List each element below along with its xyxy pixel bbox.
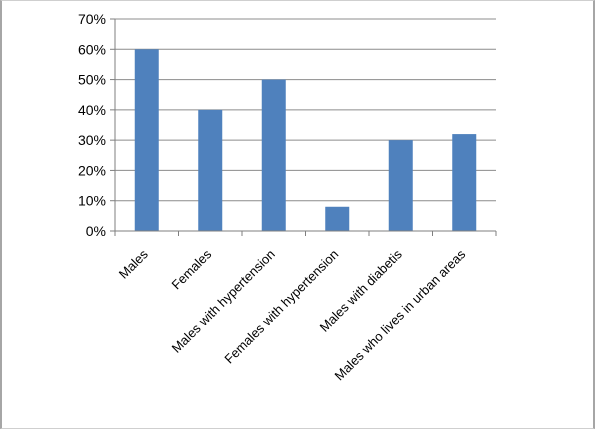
bars — [134, 49, 477, 232]
y-tick-label: 20% — [78, 162, 106, 178]
y-tick-label: 0% — [86, 223, 106, 239]
bar — [325, 206, 350, 231]
y-tick-label: 30% — [78, 132, 106, 148]
y-tick-label: 60% — [78, 41, 106, 57]
x-tick-label: Females — [169, 246, 215, 292]
x-tick-label: Males with hypertension — [169, 247, 278, 356]
y-tick-label: 10% — [78, 193, 106, 209]
y-tick-label: 50% — [78, 72, 106, 88]
bar — [452, 134, 477, 231]
y-tick-label: 70% — [78, 11, 106, 27]
y-tick-label: 40% — [78, 102, 106, 118]
bar — [198, 109, 223, 231]
x-tick-label: Males — [116, 246, 151, 281]
axes — [110, 18, 497, 236]
bar — [261, 79, 286, 231]
x-tick-label: Females with hypertension — [221, 247, 341, 367]
x-tick-label: Males who lives in urban areas — [332, 246, 469, 383]
bar — [134, 49, 159, 232]
bar — [388, 140, 413, 231]
y-tick-labels: 0% 10% 20% 30% 40% 50% 60% 70% — [78, 11, 106, 239]
gridlines — [115, 18, 496, 202]
